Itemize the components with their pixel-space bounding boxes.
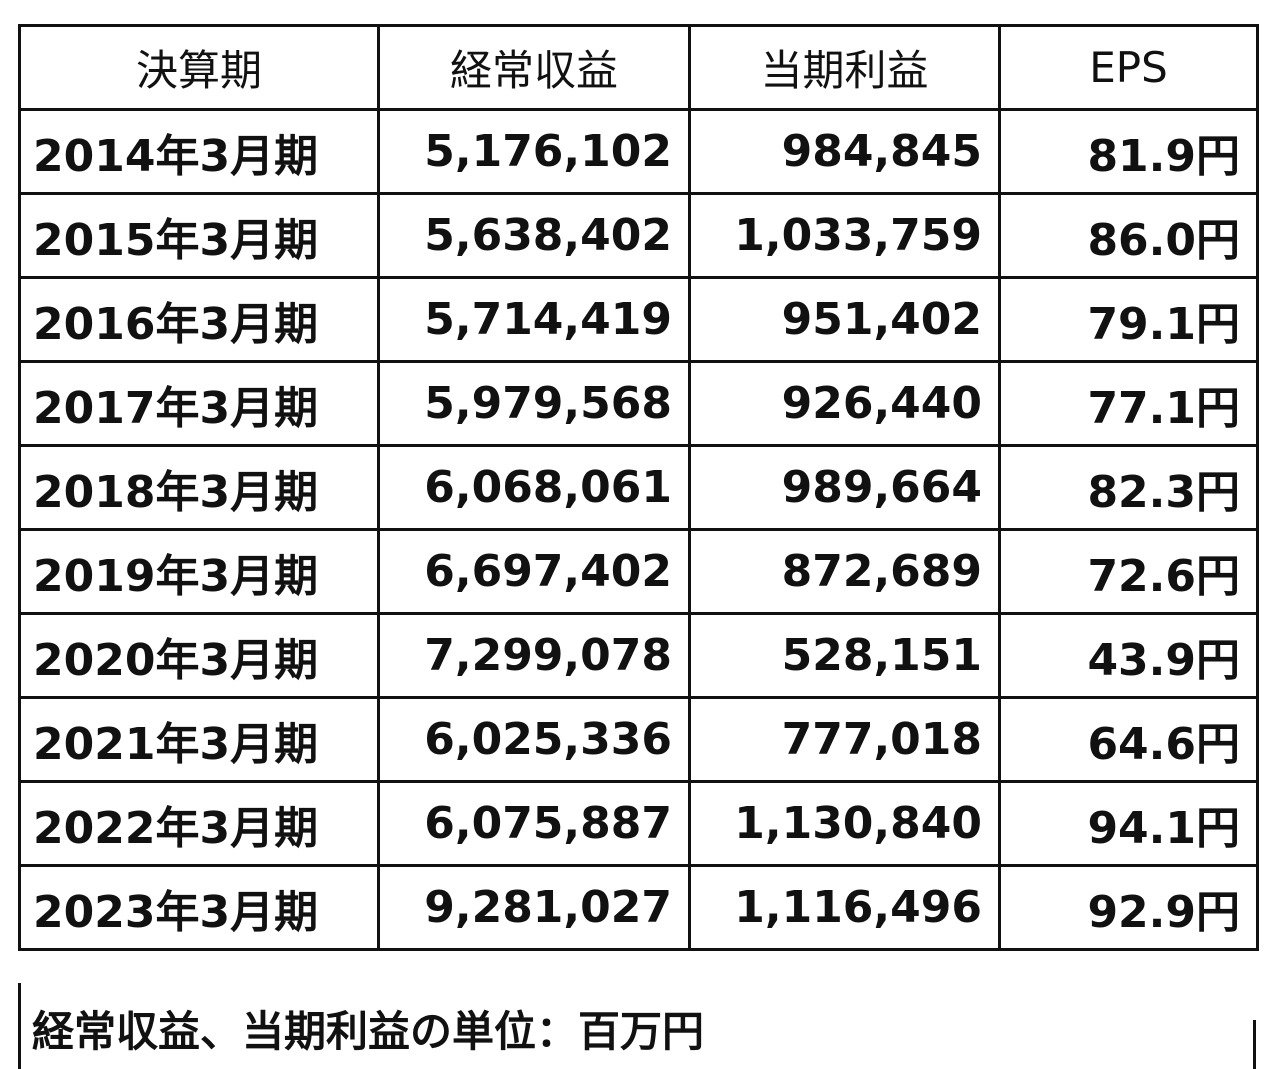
header-row: 決算期 経常収益 当期利益 EPS bbox=[18, 24, 1259, 111]
table-row: 2018年3月期 6,068,061 989,664 82.3円 bbox=[18, 444, 1259, 531]
period-cell: 2016年3月期 bbox=[18, 276, 380, 363]
table-row: 2021年3月期 6,025,336 777,018 64.6円 bbox=[18, 696, 1259, 783]
table-row: 2017年3月期 5,979,568 926,440 77.1円 bbox=[18, 360, 1259, 447]
financial-table: 決算期 経常収益 当期利益 EPS 2014年3月期 5,176,102 984,845 8… bbox=[18, 24, 1259, 951]
value-cell: 7,299,078 bbox=[377, 612, 691, 699]
border-line bbox=[1253, 1020, 1256, 1069]
table-row: 2014年3月期 5,176,102 984,845 81.9円 bbox=[18, 108, 1259, 195]
value-cell: 1,033,759 bbox=[688, 192, 1001, 279]
value-cell: 77.1円 bbox=[998, 360, 1259, 447]
value-cell: 6,697,402 bbox=[377, 528, 691, 615]
value-cell: 5,714,419 bbox=[377, 276, 691, 363]
header-cell: 当期利益 bbox=[688, 24, 1001, 111]
value-cell: 951,402 bbox=[688, 276, 1001, 363]
value-cell: 5,176,102 bbox=[377, 108, 691, 195]
period-cell: 2018年3月期 bbox=[18, 444, 380, 531]
value-cell: 1,130,840 bbox=[688, 780, 1001, 867]
header-cell: 経常収益 bbox=[377, 24, 691, 111]
value-cell: 94.1円 bbox=[998, 780, 1259, 867]
value-cell: 5,979,568 bbox=[377, 360, 691, 447]
value-cell: 79.1円 bbox=[998, 276, 1259, 363]
period-cell: 2021年3月期 bbox=[18, 696, 380, 783]
value-cell: 528,151 bbox=[688, 612, 1001, 699]
value-cell: 5,638,402 bbox=[377, 192, 691, 279]
value-cell: 82.3円 bbox=[998, 444, 1259, 531]
value-cell: 72.6円 bbox=[998, 528, 1259, 615]
header-cell: 決算期 bbox=[18, 24, 380, 111]
period-cell: 2017年3月期 bbox=[18, 360, 380, 447]
value-cell: 989,664 bbox=[688, 444, 1001, 531]
table-row: 2020年3月期 7,299,078 528,151 43.9円 bbox=[18, 612, 1259, 699]
value-cell: 9,281,027 bbox=[377, 864, 691, 951]
table-row: 2016年3月期 5,714,419 951,402 79.1円 bbox=[18, 276, 1259, 363]
period-cell: 2019年3月期 bbox=[18, 528, 380, 615]
table-row: 2022年3月期 6,075,887 1,130,840 94.1円 bbox=[18, 780, 1259, 867]
value-cell: 6,068,061 bbox=[377, 444, 691, 531]
period-cell: 2015年3月期 bbox=[18, 192, 380, 279]
value-cell: 984,845 bbox=[688, 108, 1001, 195]
table-row: 2023年3月期 9,281,027 1,116,496 92.9円 bbox=[18, 864, 1259, 951]
unit-note: 経常収益、当期利益の単位：百万円 bbox=[32, 1007, 705, 1056]
value-cell: 86.0円 bbox=[998, 192, 1259, 279]
table-row: 2019年3月期 6,697,402 872,689 72.6円 bbox=[18, 528, 1259, 615]
value-cell: 64.6円 bbox=[998, 696, 1259, 783]
period-cell: 2023年3月期 bbox=[18, 864, 380, 951]
period-cell: 2020年3月期 bbox=[18, 612, 380, 699]
value-cell: 872,689 bbox=[688, 528, 1001, 615]
value-cell: 926,440 bbox=[688, 360, 1001, 447]
value-cell: 81.9円 bbox=[998, 108, 1259, 195]
table-body: 2014年3月期 5,176,102 984,845 81.9円 2015年3月期 5,6… bbox=[18, 108, 1259, 951]
value-cell: 777,018 bbox=[688, 696, 1001, 783]
value-cell: 92.9円 bbox=[998, 864, 1259, 951]
period-cell: 2022年3月期 bbox=[18, 780, 380, 867]
value-cell: 6,025,336 bbox=[377, 696, 691, 783]
border-line bbox=[18, 983, 21, 1069]
header-cell: EPS bbox=[998, 24, 1259, 111]
value-cell: 1,116,496 bbox=[688, 864, 1001, 951]
period-cell: 2014年3月期 bbox=[18, 108, 380, 195]
table-row: 2015年3月期 5,638,402 1,033,759 86.0円 bbox=[18, 192, 1259, 279]
value-cell: 6,075,887 bbox=[377, 780, 691, 867]
value-cell: 43.9円 bbox=[998, 612, 1259, 699]
